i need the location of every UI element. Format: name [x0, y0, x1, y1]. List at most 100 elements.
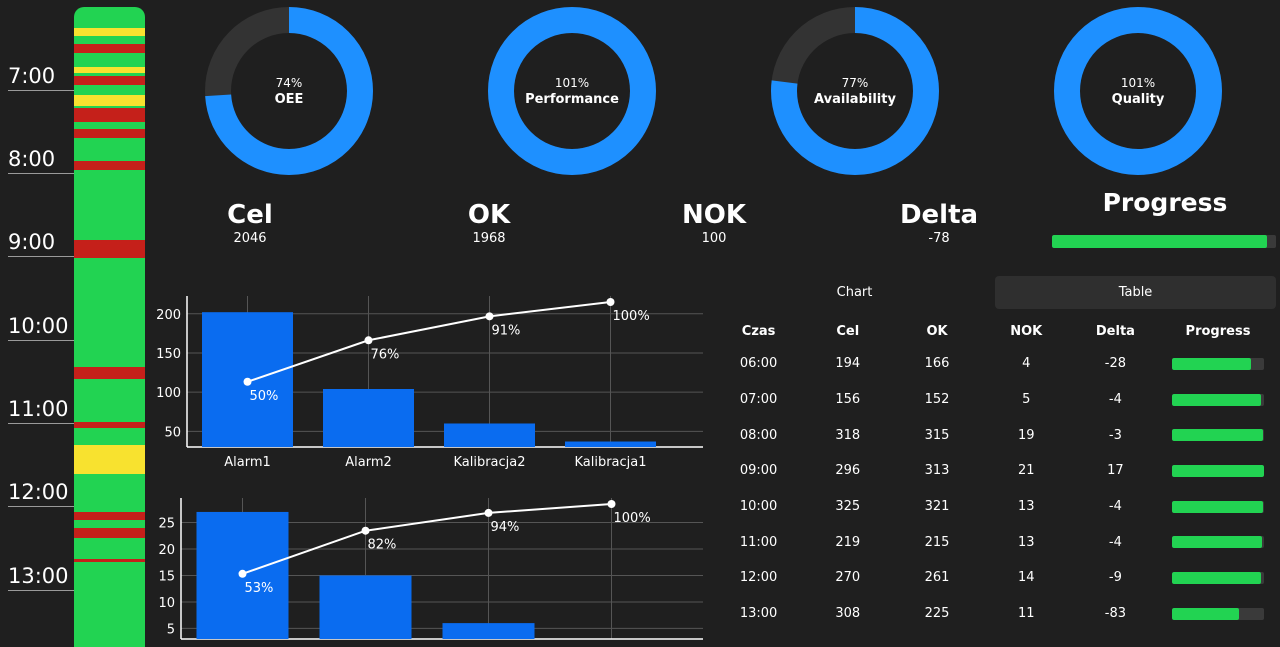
- cell-progress: [1160, 607, 1276, 620]
- warning-segment[interactable]: [74, 66, 145, 74]
- donut-label: Quality: [1111, 91, 1165, 107]
- cell-nok: 11: [1017, 606, 1035, 622]
- cell-czas: 11:00: [739, 534, 778, 550]
- tab-table[interactable]: Table: [995, 276, 1276, 309]
- cell-cel: 194: [835, 356, 861, 372]
- downtime-segment[interactable]: [74, 421, 145, 428]
- cumulative-point[interactable]: [243, 377, 252, 386]
- hourly-table: Czas Cel OK NOK Delta Progress 06:00 194 1…: [714, 316, 1276, 632]
- time-tick: [8, 423, 74, 424]
- row-progress-fill: [1172, 536, 1263, 549]
- warning-segment[interactable]: [74, 27, 145, 37]
- y-tick-label: 200: [156, 308, 181, 323]
- bar[interactable]: [444, 423, 535, 447]
- x-tick-label: Kalibracja2: [453, 455, 525, 470]
- table-row[interactable]: 09:00 296 313 21 17: [714, 453, 1276, 489]
- cumulative-point[interactable]: [607, 500, 616, 508]
- table-row[interactable]: 11:00 219 215 13 -4: [714, 524, 1276, 560]
- warning-segment[interactable]: [74, 94, 145, 107]
- downtime-segment[interactable]: [74, 239, 145, 259]
- cumulative-point[interactable]: [484, 508, 493, 517]
- time-tick: [8, 506, 74, 507]
- quality-donut: 101% Quality: [1053, 6, 1223, 176]
- row-progress-bar: [1172, 500, 1264, 513]
- donut-ring: [205, 7, 373, 175]
- cell-progress: [1160, 393, 1276, 406]
- cumulative-label: 76%: [371, 347, 400, 362]
- kpi-cel: Cel 2046: [170, 200, 330, 246]
- table-row[interactable]: 06:00 194 166 4 -28: [714, 346, 1276, 382]
- row-progress-bar: [1172, 464, 1264, 477]
- cell-delta: 17: [1107, 463, 1124, 479]
- kpi-ok: OK 1968: [409, 200, 569, 246]
- x-tick-label: Alarm1: [224, 455, 271, 470]
- cell-czas: 07:00: [739, 392, 778, 408]
- cell-ok: 261: [924, 570, 950, 586]
- y-tick-label: 20: [158, 543, 175, 558]
- y-tick-label: 10: [158, 596, 175, 611]
- table-row[interactable]: 10:00 325 321 13 -4: [714, 489, 1276, 525]
- cumulative-point[interactable]: [238, 569, 247, 578]
- cumulative-point[interactable]: [361, 526, 370, 535]
- downtime-segment[interactable]: [74, 75, 145, 85]
- cell-ok: 166: [924, 356, 950, 372]
- pareto-chart-svg: 25 20 15 10 5 53% 82% 94% 100%: [158, 498, 703, 640]
- donut-percent: 101%: [1120, 75, 1156, 90]
- table-row[interactable]: 08:00 318 315 19 -3: [714, 417, 1276, 453]
- time-label: 10:00: [8, 314, 69, 338]
- cell-ok: 321: [924, 499, 950, 515]
- cumulative-label: 100%: [614, 511, 651, 526]
- table-row[interactable]: 13:00 308 225 11 -83: [714, 596, 1276, 632]
- bar[interactable]: [442, 623, 535, 639]
- downtime-segment[interactable]: [74, 527, 145, 539]
- cumulative-point[interactable]: [364, 336, 373, 345]
- row-progress-fill: [1172, 607, 1240, 620]
- cumulative-line: [247, 301, 611, 383]
- downtime-segment[interactable]: [74, 160, 145, 171]
- row-progress-fill: [1172, 500, 1264, 513]
- row-progress-fill: [1172, 393, 1262, 406]
- cell-cel: 318: [835, 427, 861, 443]
- cumulative-label: 82%: [368, 538, 397, 553]
- kpi-title: NOK: [681, 200, 746, 230]
- row-progress-bar: [1172, 357, 1264, 370]
- table-header: Czas Cel OK NOK Delta Progress: [714, 316, 1276, 346]
- tab-chart[interactable]: Chart: [836, 285, 873, 300]
- status-timeline-bar[interactable]: [74, 7, 145, 647]
- cell-nok: 19: [1017, 427, 1035, 443]
- downtime-segment[interactable]: [74, 128, 145, 139]
- column-header: Czas: [741, 323, 776, 339]
- downtime-segment[interactable]: [74, 511, 145, 521]
- column-header: NOK: [1010, 323, 1043, 339]
- cell-nok: 13: [1017, 534, 1035, 550]
- cell-cel: 296: [835, 463, 861, 479]
- table-row[interactable]: 12:00 270 261 14 -9: [714, 560, 1276, 596]
- downtime-segment[interactable]: [74, 558, 145, 562]
- cell-delta: -3: [1108, 427, 1122, 443]
- time-label: 7:00: [8, 64, 56, 88]
- cumulative-label: 100%: [613, 309, 650, 324]
- kpi-value: 1968: [472, 231, 506, 246]
- donut-label: Availability: [814, 91, 896, 107]
- kpi-delta: Delta -78: [859, 200, 1019, 246]
- x-tick-label: Alarm2: [345, 455, 392, 470]
- downtime-segment[interactable]: [74, 367, 145, 379]
- downtime-segment[interactable]: [74, 43, 145, 53]
- donut-arc: [771, 7, 939, 175]
- cell-progress: [1160, 429, 1276, 442]
- downtime-segment[interactable]: [74, 107, 145, 123]
- time-label: 11:00: [8, 397, 69, 421]
- column-header: Cel: [836, 323, 860, 339]
- kpi-value: -78: [928, 231, 950, 246]
- bar[interactable]: [319, 575, 412, 639]
- cumulative-label: 53%: [245, 581, 274, 596]
- table-row[interactable]: 07:00 156 152 5 -4: [714, 382, 1276, 418]
- cumulative-point[interactable]: [606, 298, 615, 306]
- row-progress-bar: [1172, 607, 1264, 620]
- timeline-time-axis: 7:00 8:00 9:00 10:00 11:00 12:00 13:00: [0, 0, 75, 640]
- warning-segment[interactable]: [74, 445, 145, 475]
- cumulative-point[interactable]: [485, 312, 494, 321]
- bar[interactable]: [565, 441, 656, 447]
- cell-cel: 308: [835, 606, 861, 622]
- bar[interactable]: [323, 389, 414, 447]
